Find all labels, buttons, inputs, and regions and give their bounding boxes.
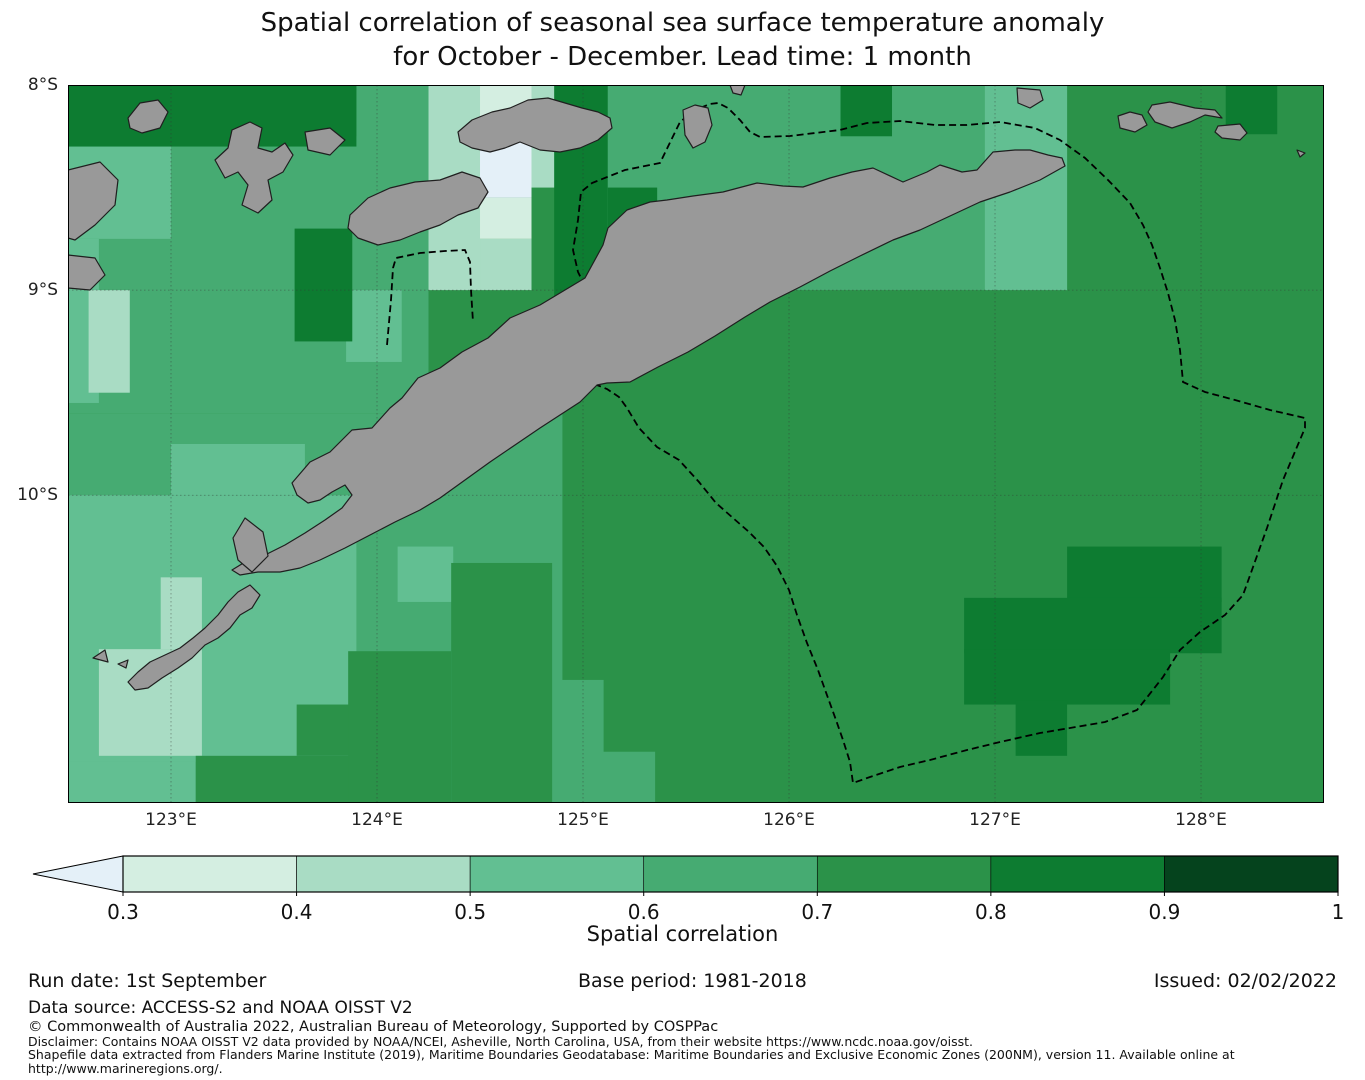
colorbar-segment-0.3-0.4 bbox=[122, 855, 297, 893]
colorbar-segment-0.9-1.0 bbox=[1164, 855, 1339, 893]
island-atauro bbox=[682, 104, 713, 149]
colorbar-under-arrow bbox=[32, 855, 124, 893]
colorbar-segment-0.6-0.7 bbox=[643, 855, 818, 893]
correlation-cell bbox=[840, 85, 893, 137]
y-tick-10°S: 10°S bbox=[17, 485, 58, 506]
colorbar-segment-0.4-0.5 bbox=[296, 855, 471, 893]
colorbar-outline bbox=[122, 855, 1339, 893]
colorbar-segment-0.5-0.6 bbox=[469, 855, 645, 893]
correlation-cell bbox=[195, 755, 351, 803]
correlation-cell bbox=[397, 546, 454, 602]
correlation-cell bbox=[451, 562, 553, 803]
map-svg bbox=[68, 85, 1324, 803]
disclaimer-line-1: Disclaimer: Contains NOAA OISST V2 data … bbox=[28, 1034, 973, 1049]
island-rote-islet-2 bbox=[117, 659, 129, 669]
colorbar-tick-0.6: 0.6 bbox=[627, 900, 660, 924]
correlation-cell bbox=[88, 290, 130, 393]
x-tick-128°E: 128°E bbox=[1175, 810, 1227, 830]
island-timor bbox=[231, 149, 1066, 576]
correlation-cell bbox=[1067, 546, 1222, 602]
y-tick-8°S: 8°S bbox=[27, 75, 58, 95]
colorbar-tick-0.9: 0.9 bbox=[1148, 900, 1181, 924]
island-rote bbox=[127, 584, 261, 691]
correlation-cell bbox=[964, 597, 1222, 654]
data-source-text: Data source: ACCESS-S2 and NOAA OISST V2 bbox=[28, 998, 413, 1018]
island-pura bbox=[304, 127, 346, 156]
correlation-cell bbox=[480, 238, 532, 291]
colorbar-tick-1: 1 bbox=[1331, 900, 1345, 924]
boundary-eez-timor-leste bbox=[572, 102, 1306, 785]
island-small-north-island bbox=[127, 99, 169, 134]
issued-date-text: Issued: 02/02/2022 bbox=[1153, 970, 1337, 992]
island-liran bbox=[729, 85, 746, 96]
colorbar-tick-0.8: 0.8 bbox=[974, 900, 1007, 924]
colorbar-tick-0.7: 0.7 bbox=[801, 900, 834, 924]
x-tick-123°E: 123°E bbox=[145, 810, 197, 830]
x-tick-125°E: 125°E bbox=[557, 810, 609, 830]
disclaimer-line-2: Shapefile data extracted from Flanders M… bbox=[28, 1047, 1235, 1062]
island-lembata-edge bbox=[68, 161, 119, 241]
island-tiny-islet-east bbox=[1296, 149, 1306, 158]
island-romang-main bbox=[1147, 101, 1223, 129]
base-period-text: Base period: 1981-2018 bbox=[578, 970, 807, 992]
correlation-cell bbox=[480, 197, 532, 239]
correlation-cell bbox=[171, 444, 305, 496]
correlation-cell bbox=[346, 290, 402, 362]
chart-title-line2: for October - December. Lead time: 1 mon… bbox=[393, 42, 972, 72]
colorbar-tick-0.3: 0.3 bbox=[107, 900, 139, 924]
chart-title: Spatial correlation of seasonal sea surf… bbox=[0, 6, 1365, 74]
x-tick-124°E: 124°E bbox=[351, 810, 403, 830]
disclaimer-line-3: http://www.marineregions.org/. bbox=[28, 1061, 223, 1076]
correlation-cell bbox=[356, 85, 429, 147]
map-plot-area bbox=[68, 85, 1324, 803]
island-alor-east-chain bbox=[457, 97, 613, 153]
colorbar-tick-0.4: 0.4 bbox=[280, 900, 313, 924]
x-tick-127°E: 127°E bbox=[969, 810, 1021, 830]
correlation-cell bbox=[68, 761, 196, 803]
island-pantar bbox=[214, 121, 294, 214]
island-romang-east bbox=[1214, 123, 1248, 141]
copyright-text: © Commonwealth of Australia 2022, Austra… bbox=[28, 1019, 719, 1035]
y-tick-9°S: 9°S bbox=[27, 280, 58, 301]
colorbar-label: Spatial correlation bbox=[586, 922, 779, 946]
island-lembata-south bbox=[68, 254, 106, 291]
correlation-cell bbox=[964, 649, 1171, 705]
colorbar-segment-0.8-0.9 bbox=[990, 855, 1165, 893]
correlation-cell bbox=[294, 228, 353, 342]
island-semau bbox=[232, 517, 269, 573]
correlation-cell bbox=[552, 679, 604, 762]
island-alor bbox=[347, 171, 489, 246]
island-rote-islet-1 bbox=[92, 649, 109, 663]
colorbar bbox=[32, 855, 1339, 896]
map-frame bbox=[68, 85, 1324, 803]
island-romang-west bbox=[1117, 111, 1148, 133]
run-date-text: Run date: 1st September bbox=[28, 970, 267, 992]
correlation-cell bbox=[348, 651, 452, 803]
chart-title-line1: Spatial correlation of seasonal sea surf… bbox=[260, 8, 1105, 38]
colorbar-tick-0.5: 0.5 bbox=[454, 900, 487, 924]
correlation-cell bbox=[296, 704, 351, 756]
x-tick-126°E: 126°E bbox=[763, 810, 815, 830]
boundary-eez-oecusse bbox=[386, 249, 474, 346]
correlation-cell bbox=[1015, 700, 1068, 756]
colorbar-segment-0.7-0.8 bbox=[816, 855, 992, 893]
island-kisar bbox=[1016, 87, 1044, 109]
